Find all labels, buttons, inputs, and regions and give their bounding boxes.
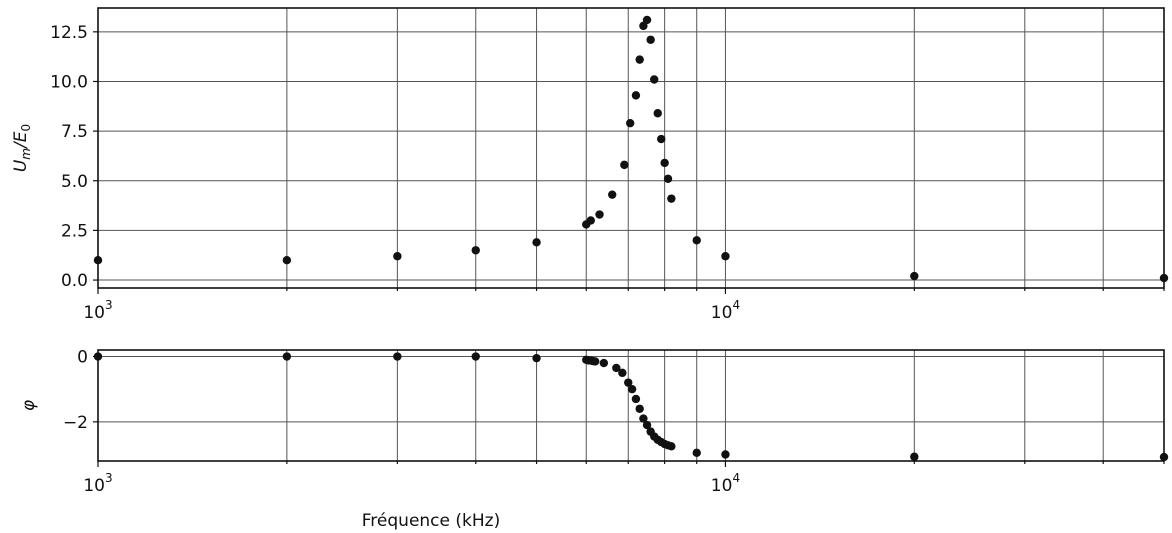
data-point: [1159, 273, 1169, 283]
data-point: [910, 452, 919, 461]
x-tick-label: 103: [83, 471, 112, 496]
y-tick-label: 12.5: [50, 23, 88, 43]
data-point: [639, 414, 648, 423]
data-point: [721, 252, 730, 261]
data-point: [282, 352, 292, 361]
data-point: [1159, 452, 1169, 462]
data-point: [667, 194, 676, 203]
data-point: [595, 210, 604, 219]
data-point: [627, 384, 637, 394]
x-tick-label: 104: [711, 298, 740, 323]
data-point: [590, 357, 600, 366]
y-tick-label: −2: [63, 413, 88, 433]
y-axis-label: Um/E0: [11, 124, 33, 172]
phase-plot: 0 −2 103 104 φ Fréquence (kHz): [19, 348, 1169, 531]
data-point: [532, 353, 541, 363]
y-tick-label: 0.0: [61, 271, 88, 291]
data-point: [624, 378, 633, 387]
data-point: [642, 420, 652, 430]
data-point: [612, 363, 621, 373]
data-point: [667, 442, 676, 451]
data-point: [631, 394, 641, 404]
data-point: [635, 404, 644, 413]
y-axis-label: φ: [19, 399, 39, 411]
data-point: [393, 352, 402, 361]
data-point: [625, 118, 635, 128]
data-point: [692, 448, 701, 458]
data-point: [631, 91, 641, 100]
data-point: [653, 109, 662, 118]
data-point: [663, 174, 673, 183]
data-point: [650, 75, 659, 84]
data-point: [586, 216, 595, 225]
data-point: [721, 450, 730, 459]
data-point: [93, 255, 103, 265]
x-tick-label: 103: [83, 298, 112, 323]
y-tick-label: 5.0: [61, 172, 88, 192]
y-tick-label: 2.5: [61, 221, 88, 241]
y-tick-label: 7.5: [61, 122, 88, 142]
data-point: [635, 55, 644, 64]
data-point: [620, 160, 629, 170]
y-tick-label: 10.0: [50, 72, 88, 92]
data-point: [646, 35, 655, 44]
data-point: [657, 134, 666, 144]
data-point: [93, 352, 103, 361]
data-point: [642, 15, 652, 25]
data-point: [393, 252, 402, 261]
x-tick-label: 104: [711, 471, 740, 496]
data-point: [532, 238, 541, 247]
data-point: [599, 358, 609, 368]
magnitude-plot: 0.0 2.5 5.0 7.5 10.0 12.5 103 104 Um/E0: [11, 7, 1169, 323]
data-point: [471, 246, 480, 255]
data-point: [692, 236, 701, 245]
data-point: [471, 352, 480, 361]
data-point: [282, 255, 292, 265]
data-point: [608, 190, 617, 199]
plot-frame: [97, 349, 1165, 462]
plot-frame: [97, 7, 1165, 289]
data-point: [660, 158, 669, 168]
y-tick-label: 0: [77, 348, 88, 368]
x-axis-label: Fréquence (kHz): [362, 511, 500, 531]
data-point: [910, 271, 919, 281]
data-point: [618, 368, 627, 378]
